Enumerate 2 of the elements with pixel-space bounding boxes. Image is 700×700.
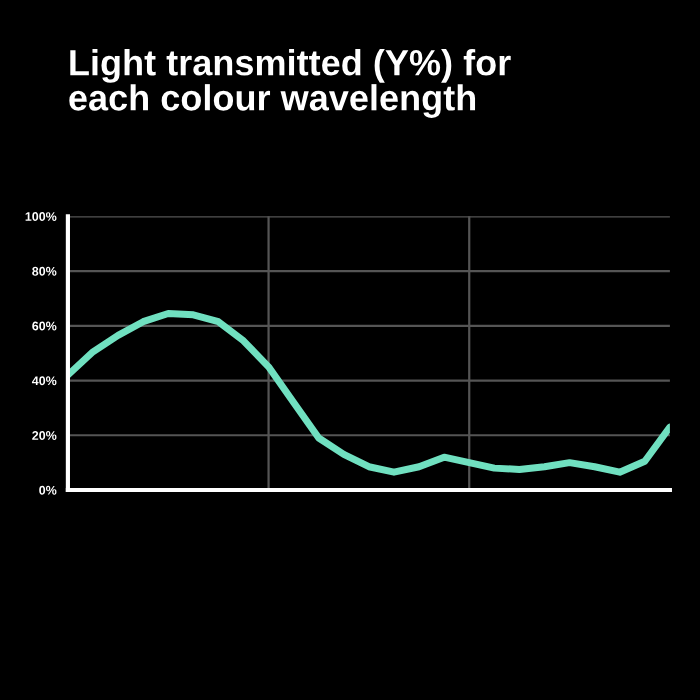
line-series	[67, 309, 670, 476]
chart-title: Light transmitted (Y%) for each colour wavelength	[69, 49, 511, 118]
